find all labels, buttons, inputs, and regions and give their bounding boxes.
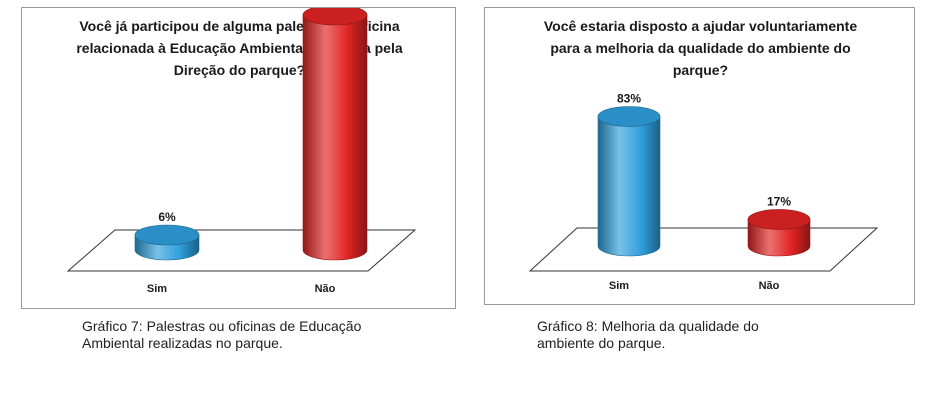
bar-sim (134, 224, 200, 261)
chart-voluntariado: Você estaria disposto a ajudar voluntari… (528, 18, 879, 292)
category-label: Não (759, 280, 780, 292)
chart-title-line: Direção do parque? (174, 62, 305, 78)
caption-line: Ambiental realizadas no parque. (82, 335, 283, 351)
data-label: 83% (617, 92, 641, 106)
category-label: Não (315, 283, 336, 295)
caption-line: Gráfico 8: Melhoria da qualidade do (537, 318, 759, 334)
chart-panel-voluntariado: Você estaria disposto a ajudar voluntari… (484, 7, 915, 305)
bar-não (747, 209, 811, 257)
caption-line: Gráfico 7: Palestras ou oficinas de Educ… (82, 318, 362, 334)
bar-top (302, 8, 368, 26)
bar-top (597, 106, 661, 127)
data-label: 17% (767, 194, 791, 208)
chart-title-line: parque? (673, 62, 728, 78)
category-label: Sim (147, 283, 167, 295)
bar-top (134, 224, 200, 246)
data-label: 6% (158, 210, 176, 224)
category-label: Sim (609, 280, 629, 292)
chart-floor (528, 227, 879, 272)
bar-sim (597, 106, 661, 257)
chart-title-line: para a melhoria da qualidade do ambiente… (550, 40, 850, 56)
chart-panel-palestras: Você já participou de alguma palestra ou… (21, 7, 456, 309)
caption-line: ambiente do parque. (537, 335, 666, 351)
bar-não (302, 8, 368, 261)
bar-top (747, 209, 811, 230)
caption-grafico-8: Gráfico 8: Melhoria da qualidade do ambi… (537, 318, 837, 352)
bar-body (302, 14, 368, 261)
chart-title-line: Você estaria disposto a ajudar voluntari… (544, 18, 857, 34)
bar-body (747, 219, 811, 257)
bar-body (597, 116, 661, 257)
chart-palestras: Você já participou de alguma palestra ou… (66, 8, 417, 295)
caption-grafico-7: Gráfico 7: Palestras ou oficinas de Educ… (82, 318, 422, 352)
